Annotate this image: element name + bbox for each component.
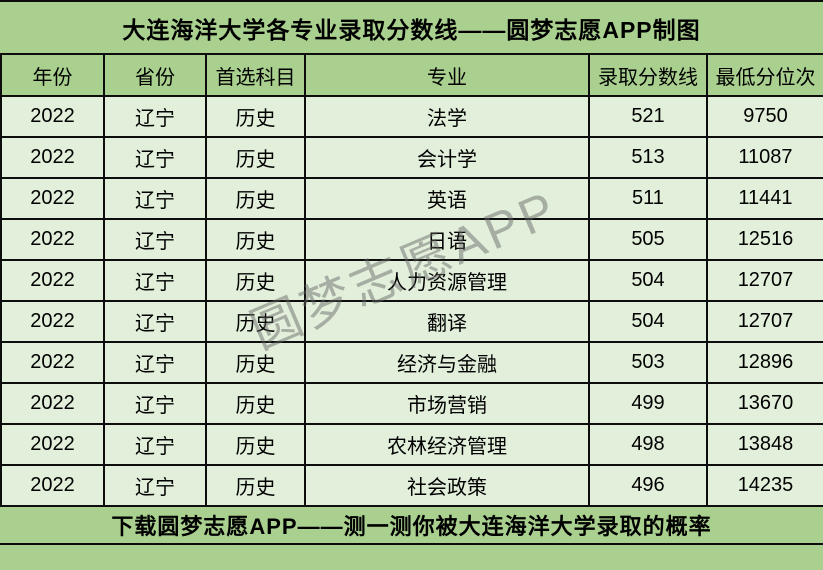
table-cell: 11441 [706,177,823,220]
table-cell: 历史 [205,136,306,179]
table-cell: 2022 [0,341,105,384]
table-cell: 辽宁 [103,423,207,466]
table-cell: 12707 [706,300,823,343]
table-cell: 513 [588,136,708,179]
table-cell: 2022 [0,300,105,343]
table-cell: 历史 [205,464,306,507]
table-cell: 504 [588,259,708,302]
column-header-subject: 首选科目 [205,53,306,97]
table-cell: 辽宁 [103,464,207,507]
table-cell: 2022 [0,136,105,179]
table-cell: 504 [588,300,708,343]
table-cell: 历史 [205,218,306,261]
table-cell: 13848 [706,423,823,466]
table-cell: 13670 [706,382,823,425]
column-header-score: 录取分数线 [588,53,708,97]
table-row: 2022 辽宁 历史 英语 511 11441 [0,177,823,220]
table-cell: 2022 [0,259,105,302]
header-row: 年份 省份 首选科目 专业 录取分数线 最低分位次 [0,53,823,97]
table-cell: 9750 [706,95,823,138]
column-header-major: 专业 [304,53,590,97]
table-cell: 英语 [304,177,590,220]
column-header-year: 年份 [0,53,105,97]
table-cell: 11087 [706,136,823,179]
table-cell: 503 [588,341,708,384]
table-cell: 辽宁 [103,300,207,343]
table-cell: 社会政策 [304,464,590,507]
table-header: 年份 省份 首选科目 专业 录取分数线 最低分位次 [0,53,823,97]
table-cell: 12707 [706,259,823,302]
table-row: 2022 辽宁 历史 会计学 513 11087 [0,136,823,179]
table-cell: 经济与金融 [304,341,590,384]
table-row: 2022 辽宁 历史 社会政策 496 14235 [0,464,823,507]
column-header-province: 省份 [103,53,207,97]
table-cell: 14235 [706,464,823,507]
table-cell: 辽宁 [103,136,207,179]
scores-table: 年份 省份 首选科目 专业 录取分数线 最低分位次 2022 辽宁 历史 法学 521 9… [0,53,823,507]
table-cell: 历史 [205,382,306,425]
page-title: 大连海洋大学各专业录取分数线——圆梦志愿APP制图 [122,16,701,43]
table-cell: 521 [588,95,708,138]
table-row: 2022 辽宁 历史 翻译 504 12707 [0,300,823,343]
table-cell: 人力资源管理 [304,259,590,302]
table-cell: 2022 [0,177,105,220]
table-row: 2022 辽宁 历史 经济与金融 503 12896 [0,341,823,384]
table-cell: 辽宁 [103,95,207,138]
table-cell: 历史 [205,259,306,302]
table-cell: 2022 [0,95,105,138]
table-row: 2022 辽宁 历史 法学 521 9750 [0,95,823,138]
table-cell: 505 [588,218,708,261]
table-row: 2022 辽宁 历史 市场营销 499 13670 [0,382,823,425]
table-cell: 辽宁 [103,382,207,425]
table-cell: 499 [588,382,708,425]
footer-band: 下载圆梦志愿APP——测一测你被大连海洋大学录取的概率 [0,507,823,543]
table-cell: 498 [588,423,708,466]
table-row: 2022 辽宁 历史 人力资源管理 504 12707 [0,259,823,302]
table-body: 2022 辽宁 历史 法学 521 9750 2022 辽宁 历史 会计学 513 11087 2022… [0,95,823,507]
table-cell: 会计学 [304,136,590,179]
footer-text: 下载圆梦志愿APP——测一测你被大连海洋大学录取的概率 [111,514,712,539]
table-cell: 2022 [0,218,105,261]
column-header-rank: 最低分位次 [706,53,823,97]
table-cell: 农林经济管理 [304,423,590,466]
table-cell: 历史 [205,423,306,466]
table-cell: 日语 [304,218,590,261]
table-cell: 历史 [205,95,306,138]
bottom-border-line [0,543,823,545]
table-cell: 历史 [205,341,306,384]
table-cell: 511 [588,177,708,220]
table-cell: 辽宁 [103,177,207,220]
table-cell: 历史 [205,177,306,220]
table-row: 2022 辽宁 历史 日语 505 12516 [0,218,823,261]
table-cell: 2022 [0,464,105,507]
table-cell: 翻译 [304,300,590,343]
table-cell: 历史 [205,300,306,343]
table-cell: 12516 [706,218,823,261]
table-cell: 12896 [706,341,823,384]
table-cell: 辽宁 [103,218,207,261]
table-cell: 496 [588,464,708,507]
table-cell: 辽宁 [103,259,207,302]
table-cell: 市场营销 [304,382,590,425]
table-row: 2022 辽宁 历史 农林经济管理 498 13848 [0,423,823,466]
table-cell: 辽宁 [103,341,207,384]
table-cell: 2022 [0,423,105,466]
table-cell: 2022 [0,382,105,425]
table-cell: 法学 [304,95,590,138]
title-band: 大连海洋大学各专业录取分数线——圆梦志愿APP制图 [0,2,823,53]
top-border-line [0,0,823,2]
